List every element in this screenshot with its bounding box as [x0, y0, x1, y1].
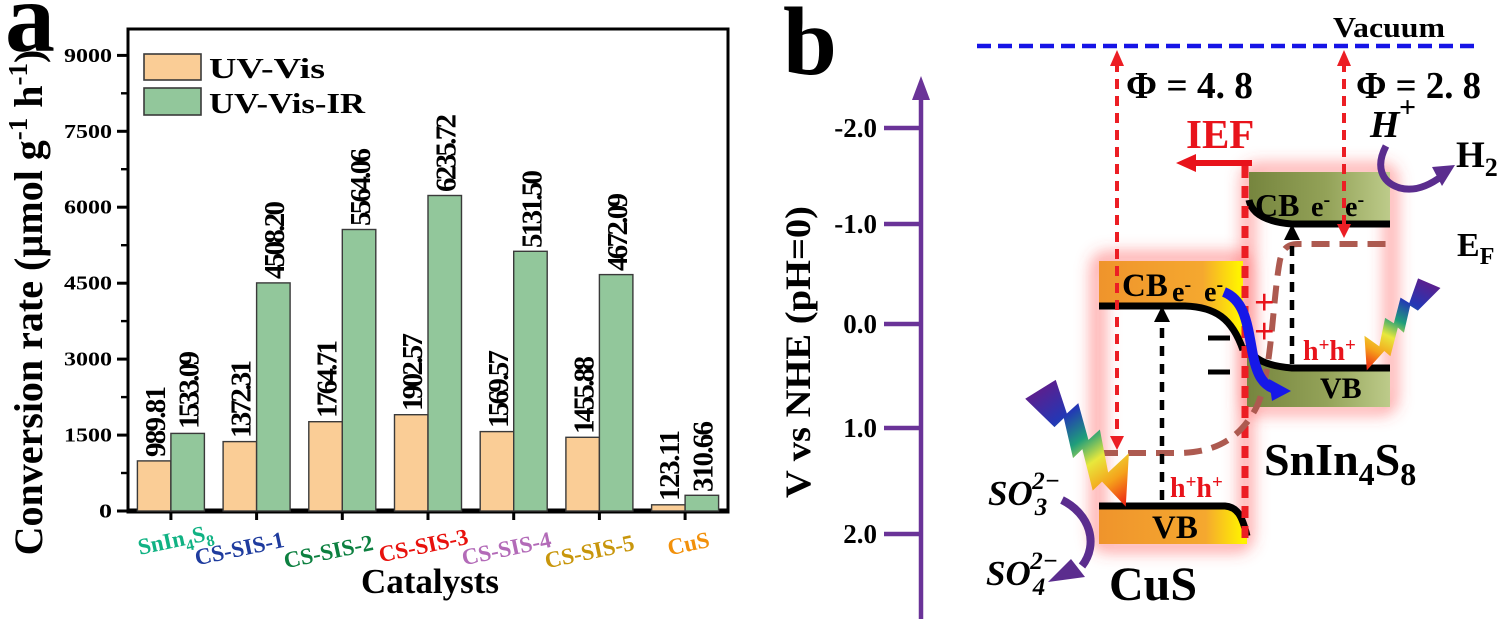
svg-text:1372.31: 1372.31: [226, 360, 258, 438]
svg-text:989.81: 989.81: [140, 386, 172, 457]
svg-text:Φ = 2. 8: Φ = 2. 8: [1356, 65, 1481, 107]
svg-text:3000: 3000: [64, 348, 112, 371]
svg-text:V vs NHE (pH=0): V vs NHE (pH=0): [778, 206, 818, 498]
svg-text:4508.20: 4508.20: [259, 201, 291, 279]
svg-text:CB: CB: [1255, 187, 1299, 223]
svg-text:Φ = 4. 8: Φ = 4. 8: [1126, 65, 1253, 107]
svg-text:4672.09: 4672.09: [602, 193, 634, 271]
svg-text:4500: 4500: [64, 272, 112, 295]
svg-text:h+h+: h+h+: [1170, 472, 1223, 504]
svg-text:SO42−: SO42−: [986, 548, 1058, 601]
svg-text:SnIn4S8: SnIn4S8: [1264, 434, 1416, 492]
svg-text:Catalysts: Catalysts: [361, 562, 499, 601]
svg-text:5131.50: 5131.50: [516, 170, 548, 248]
svg-text:2.0: 2.0: [843, 519, 877, 549]
svg-text:Conversion rate (µmol g-1 h-1): Conversion rate (µmol g-1 h-1)-: [3, 41, 51, 556]
svg-text:1533.09: 1533.09: [174, 351, 206, 429]
svg-text:123.11: 123.11: [654, 430, 686, 501]
svg-text:-2.0: -2.0: [834, 113, 877, 143]
svg-text:CuS: CuS: [665, 527, 711, 560]
svg-text:CuS: CuS: [1109, 558, 1197, 611]
svg-text:5564.06: 5564.06: [345, 148, 377, 226]
svg-text:CS-SIS-5: CS-SIS-5: [542, 530, 636, 573]
svg-text:6235.72: 6235.72: [431, 114, 463, 192]
svg-text:1764.71: 1764.71: [311, 340, 343, 418]
svg-text:Vacuum: Vacuum: [1333, 13, 1445, 44]
svg-text:SO32−: SO32−: [988, 468, 1060, 521]
svg-text:0.0: 0.0: [843, 309, 877, 339]
svg-text:EF: EF: [1457, 227, 1494, 270]
svg-text:UV-Vis-IR: UV-Vis-IR: [209, 88, 366, 120]
svg-text:b: b: [783, 0, 837, 95]
svg-text:+: +: [1254, 311, 1275, 351]
svg-text:CB: CB: [1122, 268, 1168, 304]
svg-text:VB: VB: [1152, 510, 1198, 546]
svg-text:H: H: [1369, 104, 1401, 146]
svg-text:CS-SIS-3: CS-SIS-3: [376, 524, 470, 567]
svg-text:1500: 1500: [64, 424, 112, 447]
svg-text:1.0: 1.0: [843, 413, 877, 443]
svg-text:1902.57: 1902.57: [397, 333, 429, 411]
svg-text:310.66: 310.66: [688, 421, 720, 492]
svg-text:a: a: [5, 0, 55, 73]
svg-text:1569.57: 1569.57: [483, 350, 515, 428]
svg-text:1455.88: 1455.88: [569, 356, 601, 434]
svg-text:+: +: [1254, 282, 1275, 322]
svg-text:+: +: [1399, 91, 1416, 124]
svg-text:6000: 6000: [64, 196, 112, 219]
svg-text:-1.0: -1.0: [834, 209, 877, 239]
svg-text:h+h+: h+h+: [1303, 335, 1356, 367]
svg-text:UV-Vis: UV-Vis: [209, 53, 325, 85]
svg-text:0: 0: [99, 500, 112, 523]
svg-text:IEF: IEF: [1186, 111, 1254, 157]
svg-text:H2: H2: [1456, 135, 1498, 182]
svg-text:7500: 7500: [64, 120, 112, 143]
svg-text:VB: VB: [1320, 372, 1362, 405]
svg-text:9000: 9000: [64, 45, 112, 68]
